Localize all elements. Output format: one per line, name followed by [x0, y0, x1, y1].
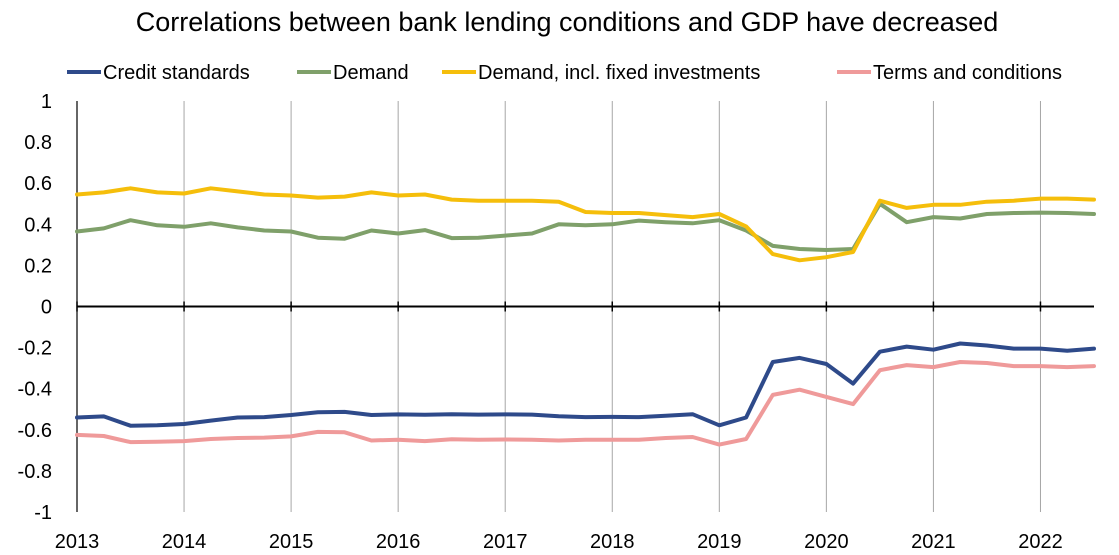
y-tick-label: 1 [41, 91, 52, 113]
x-tick-label: 2021 [911, 531, 956, 553]
series-line-terms-and-conditions [75, 360, 1096, 447]
x-tick-label: 2014 [162, 531, 207, 553]
y-tick-label: 0 [41, 297, 52, 319]
y-tick-label: -0.4 [18, 379, 52, 401]
y-tick-label: 0.6 [24, 173, 52, 195]
x-tick-label: 2019 [697, 531, 742, 553]
series-line-credit-standards [75, 341, 1096, 428]
y-tick-label: 0.8 [24, 132, 52, 154]
x-tick-label: 2013 [55, 531, 100, 553]
y-tick-label: 0.2 [24, 255, 52, 277]
y-tick-label: -0.2 [18, 338, 52, 360]
legend: Credit standards Demand Demand, incl. fi… [67, 62, 1062, 84]
chart-title: Correlations between bank lending condit… [136, 7, 999, 37]
series-line-demand-incl-fixed-investments [75, 186, 1096, 263]
x-tick-label: 2015 [269, 531, 314, 553]
y-tick-label: 0.4 [24, 214, 52, 236]
x-tick-label: 2022 [1018, 531, 1063, 553]
y-tick-label: -0.8 [18, 461, 52, 483]
zero-line-ticks [76, 301, 1042, 312]
series-line-demand [75, 201, 1096, 252]
y-tick-label: -1 [34, 502, 52, 524]
legend-label-demand: Demand [333, 62, 409, 84]
y-axis-ticks: 1 0.8 0.6 0.4 0.2 0 -0.2 -0.4 -0.6 -0.8 -1 [18, 91, 52, 524]
x-tick-label: 2018 [590, 531, 635, 553]
x-tick-label: 2020 [804, 531, 849, 553]
legend-label-demand-incl-fixed-investments: Demand, incl. fixed investments [478, 62, 760, 84]
legend-label-credit-standards: Credit standards [103, 62, 250, 84]
y-tick-label: -0.6 [18, 420, 52, 442]
x-tick-label: 2017 [483, 531, 528, 553]
series-lines [75, 186, 1096, 447]
x-axis-ticks: 2013 2014 2015 2016 2017 2018 2019 2020 2021 2022 [55, 531, 1063, 553]
legend-label-terms-and-conditions: Terms and conditions [873, 62, 1062, 84]
x-tick-label: 2016 [376, 531, 421, 553]
